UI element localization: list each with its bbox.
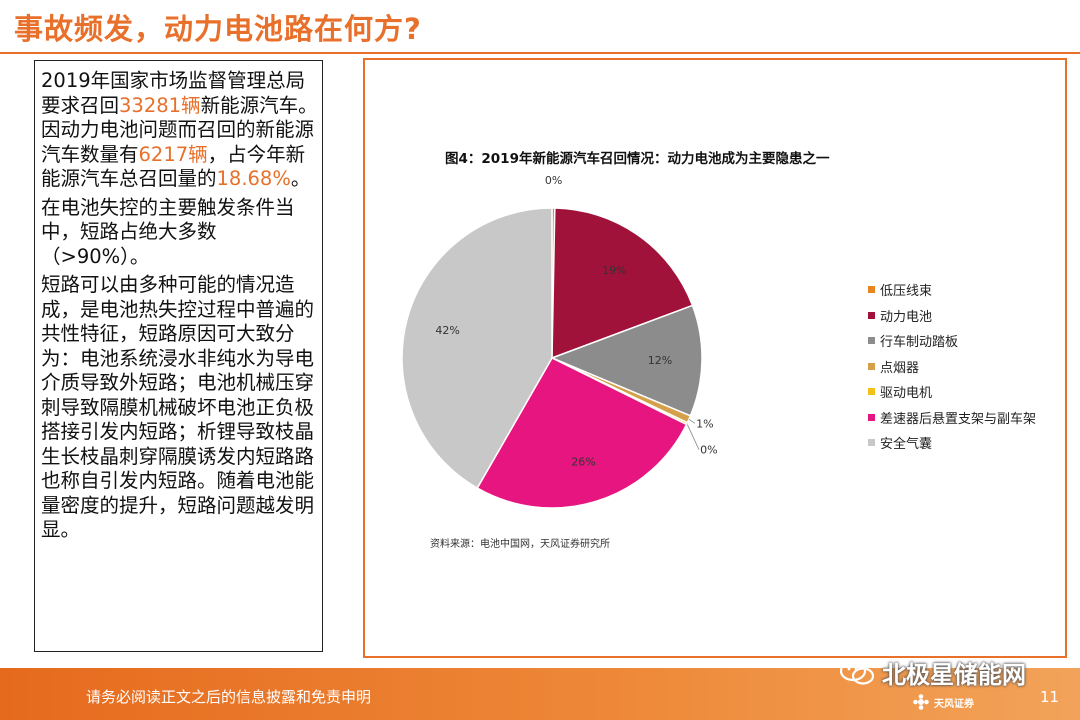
pie-slice [549, 304, 703, 417]
leader-line [686, 423, 700, 450]
legend-item: 行车制动踏板 [868, 328, 1036, 354]
legend-label: 差速器后悬置支架与副车架 [880, 411, 1037, 427]
legend-item: 动力电池 [868, 303, 1036, 329]
paragraph-causes: 短路可以由多种可能的情况造成，是电池热失控过程中普遍的共性特征，短路原因可大致分… [41, 273, 315, 541]
pie-slice-label: 1% [696, 417, 713, 430]
text-segment: 2019年国家市场监督管理总局要求召回 [41, 69, 306, 117]
legend-swatch [868, 311, 875, 319]
pie-slice-label: 0% [700, 444, 717, 457]
paragraph-recall: 2019年国家市场监督管理总局要求召回33281辆新能源汽车。因动力电池问题而召… [41, 69, 319, 192]
leader-line [688, 418, 696, 424]
wechat-icon [840, 660, 874, 685]
logo-text: 天风证券 [934, 698, 974, 710]
text-segment: ，占今年新能源汽车总召回量的 [41, 142, 306, 191]
legend-swatch [868, 337, 875, 345]
watermark-text: 北极星储能网 [882, 661, 1026, 689]
legend-label: 动力电池 [880, 309, 933, 325]
legend-swatch [868, 388, 875, 396]
pie-slice-label: 12% [648, 354, 672, 367]
body-text: 2019年国家市场监督管理总局要求召回33281辆新能源汽车。因动力电池问题而召… [41, 69, 319, 547]
legend-label: 点烟器 [880, 360, 920, 376]
pie-slice [551, 207, 694, 360]
legend-item: 驱动电机 [868, 379, 1036, 405]
company-logo: 天风证券 [912, 690, 974, 714]
slide-title: 事故频发，动力电池路在何方? [14, 12, 422, 46]
page-number: 11 [1040, 688, 1060, 706]
title-divider [0, 52, 1080, 54]
text-segment: 。 [290, 167, 311, 190]
legend-swatch [868, 413, 875, 421]
chart-legend: 低压线束动力电池行车制动踏板 点烟器驱动电机差速器后悬置支架与副车架 安全气囊 [868, 277, 1036, 456]
pie-slice [401, 207, 553, 490]
legend-label: 低压线束 [880, 284, 933, 300]
figure-panel [363, 58, 1067, 658]
text-segment: 新能源汽车。因动力电池问题而召回的新能源汽车数量有 [41, 93, 318, 166]
highlight-battery-recall: 6217辆 [138, 142, 208, 166]
legend-item: 安全气囊 [868, 430, 1036, 456]
legend-label: 驱动电机 [880, 386, 933, 402]
pie-slice-label: 42% [435, 324, 459, 337]
text-panel: 2019年国家市场监督管理总局要求召回33281辆新能源汽车。因动力电池问题而召… [34, 60, 323, 652]
pie-slice-label: 26% [571, 455, 595, 468]
highlight-total-recall: 33281辆 [119, 93, 201, 117]
footer-bar: 请务必阅读正文之后的信息披露和免责申明 [0, 668, 1080, 720]
paragraph-short-circuit: 在电池失控的主要触发条件当中，短路占绝大多数（>90%）。 [41, 195, 295, 268]
legend-swatch [868, 286, 875, 294]
figure-source: 资料来源：电池中国网，天风证券研究所 [430, 539, 610, 550]
legend-swatch [868, 362, 875, 370]
legend-item: 差速器后悬置支架与副车架 [868, 405, 1036, 431]
watermark: 北极星储能网 [840, 655, 1026, 690]
legend-label: 安全气囊 [880, 437, 933, 453]
legend-item: 低压线束 [868, 277, 1036, 303]
pie-slice [476, 357, 688, 509]
legend-swatch [868, 439, 875, 447]
pie-slice-label: 19% [602, 264, 626, 277]
figure-title: 图4：2019年新能源汽车召回情况：动力电池成为主要隐患之一 [445, 151, 830, 167]
pie-slice-label: 0% [545, 174, 562, 187]
legend-label: 行车制动踏板 [880, 335, 959, 351]
highlight-percentage: 18.68% [216, 167, 291, 190]
flower-logo-icon [913, 694, 929, 710]
disclaimer-text: 请务必阅读正文之后的信息披露和免责申明 [86, 688, 372, 706]
legend-item: 点烟器 [868, 354, 1036, 380]
